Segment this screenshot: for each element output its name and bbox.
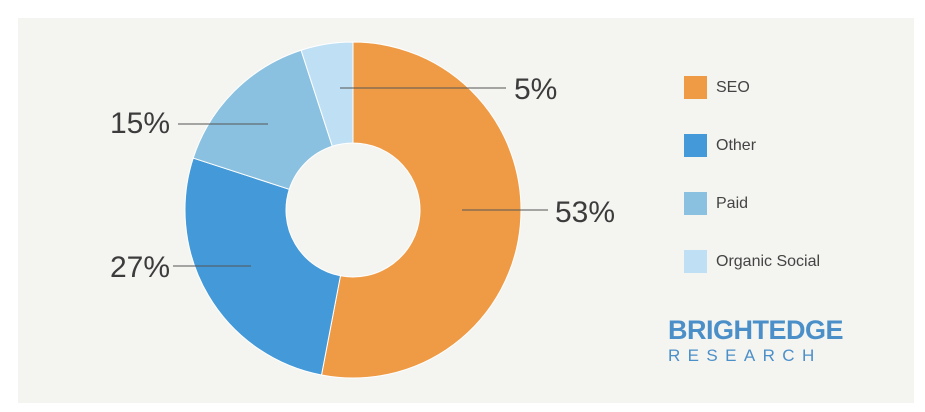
legend-item-organic-social: Organic Social — [684, 250, 820, 308]
legend-swatch — [684, 192, 707, 215]
data-label-seo: 53% — [555, 196, 615, 229]
legend-label: Paid — [716, 195, 749, 212]
donut-chart: 53% 27% 15% 5% — [110, 41, 615, 379]
legend-swatch — [684, 76, 707, 99]
legend-swatch — [684, 134, 707, 157]
slice-other — [184, 157, 342, 376]
slice-organic-social — [300, 41, 354, 147]
data-label-other: 27% — [110, 251, 170, 284]
legend-label: Organic Social — [716, 253, 821, 270]
legend-item-other: Other — [684, 134, 820, 192]
legend-label: SEO — [716, 79, 750, 96]
brightedge-research-logo: BRIGHTEDGE RESEARCH — [668, 315, 844, 366]
brand-subtitle: RESEARCH — [668, 346, 822, 365]
data-label-organic-social: 5% — [514, 73, 557, 106]
data-label-paid: 15% — [110, 107, 170, 140]
slice-seo — [320, 41, 522, 379]
brand-name: BRIGHTEDGE — [668, 315, 844, 345]
legend-label: Other — [716, 137, 757, 154]
chart-card: 53% 27% 15% 5% SEO Other Paid Organic Social B… — [18, 18, 914, 403]
legend-item-paid: Paid — [684, 192, 820, 250]
legend-item-seo: SEO — [684, 76, 820, 134]
chart-legend: SEO Other Paid Organic Social — [684, 76, 820, 308]
slice-paid — [192, 49, 333, 190]
legend-swatch — [684, 250, 707, 273]
